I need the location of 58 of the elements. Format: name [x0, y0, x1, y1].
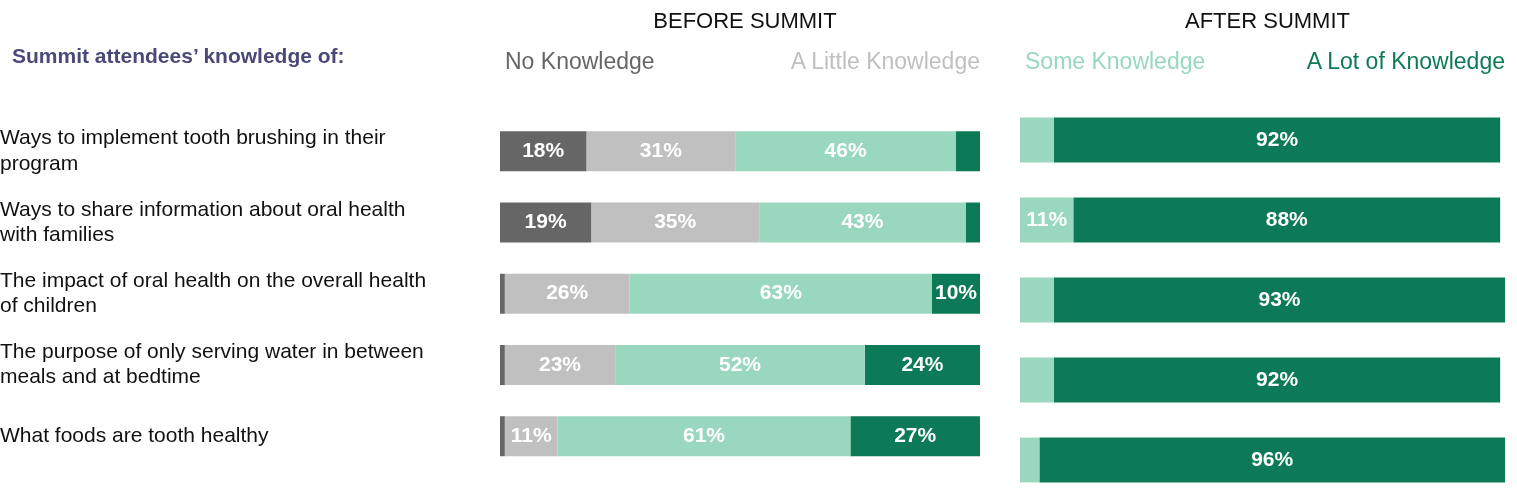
y-tick-label: The impact of oral health on the overall health of children — [0, 267, 427, 317]
y-tick-label: The purpose of only serving water in between meals and at bedtime — [0, 339, 424, 388]
data-label: 26% — [546, 280, 589, 304]
data-label: 43% — [841, 209, 884, 233]
data-label: 92% — [1256, 126, 1299, 150]
chart-title: BEFORE SUMMIT — [652, 8, 838, 34]
bar — [1053, 357, 1501, 403]
data-label: 31% — [639, 138, 683, 162]
bar — [504, 273, 630, 314]
bar — [1020, 437, 1040, 483]
text: A Little Knowledge — [790, 48, 980, 75]
bar — [557, 416, 851, 457]
data-label: 11% — [510, 422, 552, 446]
bar — [1073, 197, 1501, 243]
bar — [500, 273, 505, 314]
chart-title: AFTER SUMMIT — [1184, 8, 1351, 34]
data-label: 19% — [524, 209, 567, 233]
data-label: 61% — [682, 422, 726, 446]
y-tick-label: Ways to implement tooth brushing in their program — [0, 125, 386, 174]
bar — [1053, 117, 1501, 163]
bar — [1020, 277, 1054, 323]
data-label: 11% — [1026, 206, 1068, 230]
bar — [591, 202, 760, 243]
data-label: 24% — [901, 351, 944, 375]
data-label: 93% — [1258, 286, 1301, 310]
data-label: 92% — [1256, 366, 1299, 390]
y-tick-label: What foods are tooth healthy — [0, 422, 269, 446]
y-tick-label: Ways to share information about oral health with families — [0, 196, 406, 245]
data-label: 63% — [759, 280, 803, 304]
data-label: 10% — [934, 280, 978, 304]
y-axis-title: Summit attendees’ knowledge of: — [12, 44, 345, 68]
data-label: 46% — [824, 138, 867, 162]
data-label: 52% — [718, 351, 762, 375]
bar — [615, 344, 865, 385]
bar — [965, 202, 980, 243]
bar — [586, 131, 736, 172]
bar — [850, 416, 980, 457]
data-label: 96% — [1251, 446, 1294, 470]
data-label: 23% — [538, 351, 582, 375]
bar — [1053, 277, 1505, 323]
bar — [629, 273, 932, 314]
data-label: 18% — [522, 138, 565, 162]
bar — [956, 131, 980, 172]
series-label: Some Knowledge — [1025, 48, 1206, 75]
data-label: 27% — [894, 422, 937, 446]
text: No Knowledge — [505, 48, 655, 75]
bar — [1020, 117, 1054, 163]
bar — [759, 202, 966, 243]
data-label: 35% — [654, 209, 697, 233]
bar — [1020, 357, 1054, 403]
bar — [864, 344, 980, 385]
bar — [504, 344, 616, 385]
bar — [500, 416, 505, 457]
bar — [500, 344, 505, 385]
bar — [735, 131, 956, 172]
bar — [1039, 437, 1505, 483]
data-label: 88% — [1265, 206, 1309, 230]
series-label: A Lot of Knowledge — [1306, 48, 1505, 75]
